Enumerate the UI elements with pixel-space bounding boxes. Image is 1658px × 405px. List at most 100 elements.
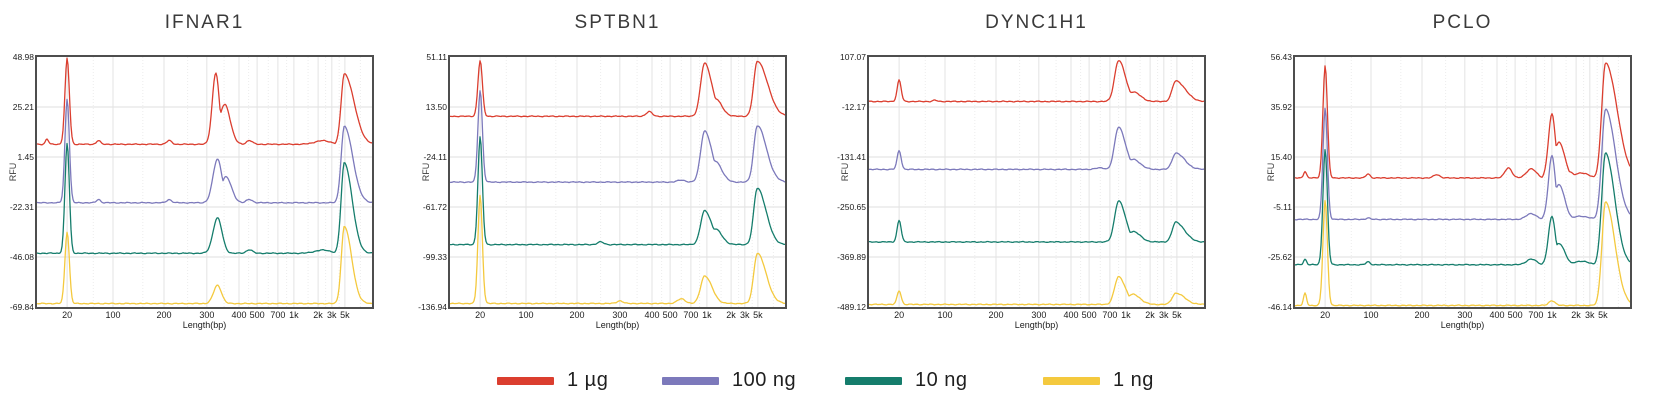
x-axis-label: Length(bp) <box>595 320 640 330</box>
y-tick-label: 1.45 <box>17 152 34 162</box>
x-tick-label: 400 <box>1063 310 1079 320</box>
y-tick-label: 25.21 <box>12 102 34 112</box>
x-tick-label: 20 <box>1320 310 1331 320</box>
chart-title: PCLO <box>1432 12 1493 33</box>
x-tick-label: 2k <box>1145 310 1155 320</box>
y-tick-label: -25.62 <box>1267 252 1292 262</box>
x-tick-label: 700 <box>1102 310 1118 320</box>
x-tick-label: 5k <box>1172 310 1182 320</box>
x-tick-label: 500 <box>662 310 678 320</box>
x-axis-label: Length(bp) <box>1440 320 1485 330</box>
y-tick-label: -61.72 <box>422 202 447 212</box>
x-tick-label: 200 <box>156 310 172 320</box>
trace-100ng <box>1295 107 1630 221</box>
x-tick-label: 700 <box>683 310 699 320</box>
x-tick-label: 300 <box>1457 310 1473 320</box>
legend-item-10ng: 10 ng <box>845 368 968 392</box>
chart-panel-ifnar1: IFNAR1 RFU Length(bp) 48.98 25.21 1.45 -22.… <box>0 0 410 340</box>
trace-10ng <box>869 200 1204 244</box>
x-tick-label: 1k <box>1547 310 1557 320</box>
x-tick-label: 2k <box>313 310 323 320</box>
y-tick-label: -99.33 <box>422 252 447 262</box>
y-tick-label: -22.31 <box>9 202 34 212</box>
x-tick-label: 100 <box>937 310 953 320</box>
legend-swatch-1ng <box>1043 377 1100 385</box>
chart-title: DYNC1H1 <box>985 12 1088 33</box>
trace-1ng <box>37 225 372 305</box>
x-tick-label: 3k <box>740 310 750 320</box>
legend-label: 1 ng <box>1113 369 1154 391</box>
x-tick-label: 500 <box>1081 310 1097 320</box>
x-tick-label: 20 <box>62 310 73 320</box>
x-tick-label: 500 <box>1507 310 1523 320</box>
trace-10ng <box>450 136 785 246</box>
x-tick-label: 400 <box>231 310 247 320</box>
x-tick-label: 3k <box>1159 310 1169 320</box>
x-tick-label: 3k <box>327 310 337 320</box>
y-tick-label: 35.92 <box>1270 102 1292 112</box>
legend-item-1ug: 1 µg <box>497 368 608 392</box>
x-tick-label: 100 <box>105 310 121 320</box>
x-tick-label: 2k <box>726 310 736 320</box>
legend-item-1ng: 1 ng <box>1043 368 1154 392</box>
y-tick-label: 15.40 <box>1270 152 1292 162</box>
x-tick-label: 300 <box>1031 310 1047 320</box>
x-tick-label: 5k <box>1598 310 1608 320</box>
chart-title: SPTBN1 <box>574 12 661 33</box>
x-tick-label: 300 <box>199 310 215 320</box>
x-tick-label: 1k <box>1121 310 1131 320</box>
y-tick-label: -12.17 <box>841 102 866 112</box>
trace-1ng <box>450 194 785 305</box>
x-tick-label: 100 <box>1363 310 1379 320</box>
trace-1ng <box>869 275 1204 306</box>
legend-swatch-1ug <box>497 377 554 385</box>
y-tick-label: 107.07 <box>840 52 866 62</box>
legend-item-100ng: 100 ng <box>662 368 796 392</box>
trace-canvas <box>869 57 1204 307</box>
trace-10ng <box>1295 149 1630 266</box>
y-tick-label: -250.65 <box>837 202 866 212</box>
y-tick-label: -131.41 <box>837 152 866 162</box>
x-tick-label: 700 <box>270 310 286 320</box>
x-axis-label: Length(bp) <box>182 320 227 330</box>
legend-swatch-10ng <box>845 377 902 385</box>
chart-title: IFNAR1 <box>164 12 245 33</box>
y-tick-label: 48.98 <box>12 52 34 62</box>
x-tick-label: 1k <box>289 310 299 320</box>
y-tick-label: -46.08 <box>9 252 34 262</box>
plot-area <box>448 55 787 309</box>
y-tick-label: -489.12 <box>837 302 866 312</box>
x-tick-label: 200 <box>1414 310 1430 320</box>
x-axis-label: Length(bp) <box>1014 320 1059 330</box>
y-tick-label: -69.84 <box>9 302 34 312</box>
y-tick-label: -136.94 <box>418 302 447 312</box>
x-tick-label: 700 <box>1528 310 1544 320</box>
x-tick-label: 20 <box>475 310 486 320</box>
trace-100ng <box>37 98 372 204</box>
chart-panel-sptbn1: SPTBN1 RFU Length(bp) 51.11 13.50 -24.11 -6… <box>413 0 823 340</box>
legend-label: 1 µg <box>567 369 609 391</box>
plot-area <box>867 55 1206 309</box>
trace-canvas <box>1295 57 1630 307</box>
legend-label: 100 ng <box>732 369 797 391</box>
chart-panel-dync1h1: DYNC1H1 RFU Length(bp) 107.07 -12.17 -131.… <box>832 0 1242 340</box>
trace-1g <box>450 60 785 118</box>
trace-1g <box>1295 62 1630 180</box>
y-tick-label: 13.50 <box>425 102 447 112</box>
trace-10ng <box>37 142 372 255</box>
chart-panel-pclo: PCLO RFU Length(bp) 56.43 35.92 15.40 -5.11… <box>1258 0 1658 340</box>
x-tick-label: 1k <box>702 310 712 320</box>
trace-1ng <box>1295 199 1630 307</box>
y-tick-label: -46.14 <box>1267 302 1292 312</box>
x-tick-label: 400 <box>644 310 660 320</box>
x-tick-label: 20 <box>894 310 905 320</box>
x-tick-label: 5k <box>753 310 763 320</box>
x-tick-label: 100 <box>518 310 534 320</box>
legend-swatch-100ng <box>662 377 719 385</box>
trace-1g <box>37 57 372 146</box>
x-tick-label: 200 <box>988 310 1004 320</box>
x-tick-label: 2k <box>1571 310 1581 320</box>
plot-area <box>35 55 374 309</box>
y-tick-label: -24.11 <box>423 152 447 162</box>
